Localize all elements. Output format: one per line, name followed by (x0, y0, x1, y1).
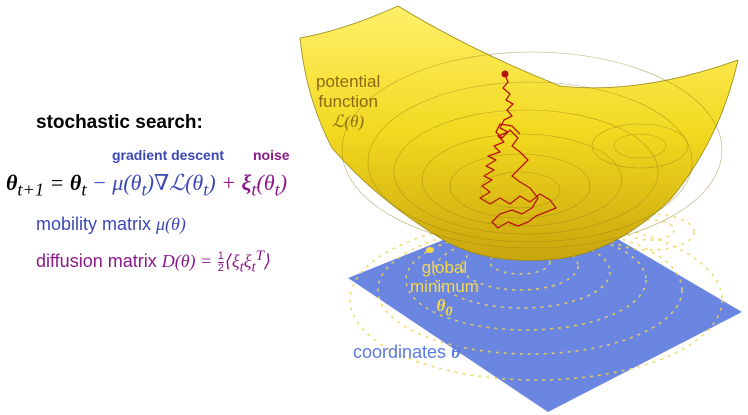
diffusion-close: ⟩ (263, 251, 271, 271)
eq-grad-close: ) (208, 170, 216, 195)
eq-xi-sub: t (251, 179, 257, 200)
frac-den: 2 (217, 261, 224, 274)
diffusion-xi2: ξ (243, 251, 252, 271)
potential-line1: potential (316, 72, 381, 91)
eq-theta-sub: t (81, 179, 87, 200)
potential-math: ℒ(θ) (332, 112, 365, 131)
coordinate-plane (348, 198, 742, 412)
frac-num: 1 (217, 249, 224, 263)
eq-xi-close: ) (279, 170, 288, 195)
diffusion-sup2: T (255, 248, 264, 264)
diffusion-text: diffusion matrix (36, 251, 162, 271)
global-line1: global (421, 258, 468, 277)
mobility-matrix-line: mobility matrix μ(θ) (36, 214, 186, 235)
eq-xi-arg: (θ (256, 170, 275, 195)
eq-minus: − (86, 170, 113, 195)
global-math: θ0 (410, 296, 479, 321)
global-theta: θ (436, 296, 446, 315)
diffusion-math: D(θ) = (161, 251, 217, 271)
eq-grad: )∇ℒ(θ (146, 170, 204, 195)
eq-grad-sub: t (203, 179, 209, 200)
coordinates-label: coordinates θ (353, 342, 460, 363)
eq-theta: θ (69, 170, 82, 195)
coordinates-math: θ (451, 342, 461, 362)
stochastic-path (479, 74, 557, 229)
global-minimum-dot (426, 247, 434, 253)
global-line2: minimum (410, 277, 479, 296)
eq-lhs: θ (6, 170, 18, 195)
eq-xi: ξ (241, 170, 252, 195)
global-minimum-label: global minimum θ0 (410, 258, 479, 321)
surface-contours (341, 51, 723, 249)
mobility-math: μ(θ) (156, 214, 186, 234)
gradient-descent-label: gradient descent (112, 147, 225, 163)
eq-mu: μ(θ (112, 170, 142, 195)
diffusion-sub1: t (239, 259, 244, 276)
eq-mu-sub: t (141, 179, 147, 200)
eq-equals: = (44, 170, 70, 195)
diffusion-sub2: t (251, 259, 256, 276)
start-point (501, 70, 509, 78)
global-sub: 0 (445, 303, 453, 320)
eq-plus: + (215, 170, 242, 195)
eq-xi-arg-sub: t (274, 179, 280, 200)
eq-lhs-sub: t+1 (17, 179, 45, 200)
diffusion-matrix-line: diffusion matrix D(θ) = 1 2 ⟨ξtξtT⟩ (36, 248, 271, 277)
stochastic-search-heading: stochastic search: (36, 112, 203, 133)
diffusion-bracket: ⟨ξ (224, 251, 240, 271)
mobility-text: mobility matrix (36, 214, 157, 234)
potential-line2: function (318, 92, 378, 111)
update-equation: θt+1 = θt − μ(θt)∇ℒ(θt) + ξt(θt) (6, 170, 287, 200)
potential-function-label: potential function ℒ(θ) (316, 72, 380, 132)
coordinates-text: coordinates (353, 342, 452, 362)
noise-label: noise (253, 147, 290, 163)
